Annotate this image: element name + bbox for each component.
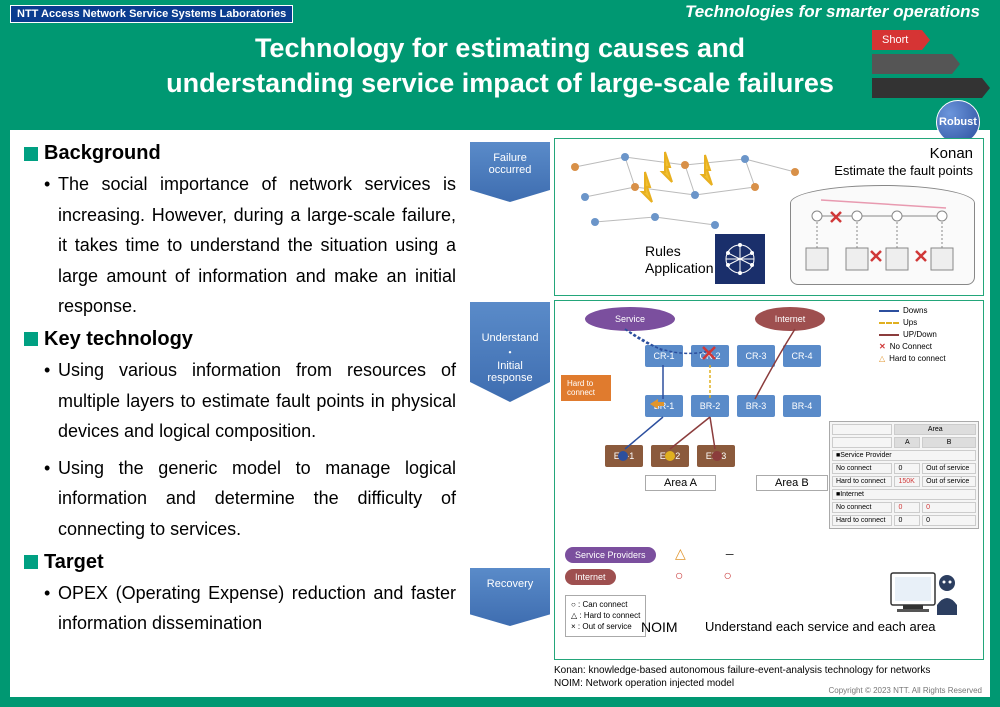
content: Background The social importance of netw…: [10, 130, 990, 697]
br-row: BR-1 BR-2 BR-3 BR-4: [645, 395, 821, 417]
cr-row: CR-1 CR-2 CR-3 CR-4: [645, 345, 821, 367]
ai-brain-icon: [715, 234, 765, 284]
keytech-bullet-2: Using the generic model to manage logica…: [44, 453, 456, 545]
node-er2: ER-2: [651, 445, 689, 467]
node-br3: BR-3: [737, 395, 775, 417]
understand-label: Understand each service and each area: [705, 619, 936, 634]
header: NTT Access Network Service Systems Labor…: [0, 0, 1000, 130]
tag-long: [872, 78, 990, 98]
tag-short: Short: [872, 30, 990, 50]
node-br1: BR-1: [645, 395, 683, 417]
flow-step-1: Failure occurred: [470, 142, 550, 202]
timeline-tags: Short: [872, 30, 990, 102]
node-br4: BR-4: [783, 395, 821, 417]
background-bullet-1: The social importance of network service…: [44, 169, 456, 322]
rules-label: RulesApplication: [645, 243, 714, 277]
target-heading: Target: [24, 551, 456, 574]
node-cr3: CR-3: [737, 345, 775, 367]
flow-step-2: Understand ・ Initial response: [470, 302, 550, 402]
right-column: Failure occurred Understand ・ Initial re…: [470, 130, 990, 697]
noim-panel: Service Providers Internet Hard to conne…: [554, 300, 984, 660]
operator-icon: [887, 565, 963, 621]
copyright: Copyright © 2023 NTT. All Rights Reserve…: [828, 686, 982, 695]
conn-symbols-row-1: △–: [675, 545, 774, 562]
estimate-label: Estimate the fault points: [834, 163, 973, 178]
area-a-label: Area A: [645, 475, 716, 491]
equipment-diagram: [790, 185, 975, 285]
node-br2: BR-2: [691, 395, 729, 417]
area-b-label: Area B: [756, 475, 828, 491]
konan-panel: Konan Estimate the fault points RulesApp…: [554, 138, 984, 296]
hard-to-connect-tag: Hard to connect: [561, 375, 611, 401]
lab-badge: NTT Access Network Service Systems Labor…: [10, 5, 293, 23]
network-mesh-icon: [565, 147, 805, 237]
konan-label: Konan: [930, 145, 973, 162]
node-er1: ER-1: [605, 445, 643, 467]
title-line-1: Technology for estimating causes and: [10, 31, 990, 66]
keytech-heading: Key technology: [24, 328, 456, 351]
node-cr2: CR-2: [691, 345, 729, 367]
symbol-legend: ○ : Can connect △ : Hard to connect × : …: [565, 595, 646, 637]
badge-row: Service Providers Internet: [565, 545, 656, 589]
area-labels: Area A Area B: [645, 475, 828, 491]
body: Background The social importance of netw…: [0, 130, 1000, 707]
node-cr1: CR-1: [645, 345, 683, 367]
page-title: Technology for estimating causes and und…: [10, 31, 990, 101]
background-heading: Background: [24, 142, 456, 165]
er-row: ER-1 ER-2 ER-3: [605, 445, 735, 467]
keytech-bullet-1: Using various information from resources…: [44, 355, 456, 447]
left-column: Background The social importance of netw…: [10, 130, 470, 697]
internet-cloud: Internet: [755, 307, 825, 331]
target-bullet-1: OPEX (Operating Expense) reduction and f…: [44, 578, 456, 639]
service-providers-cloud: Service Providers: [585, 307, 675, 331]
noim-label: NOIM: [641, 619, 678, 635]
status-table: Area AB ■Service Provider No connect0Out…: [829, 421, 979, 529]
internet-badge: Internet: [565, 569, 616, 585]
flow-step-3: Recovery: [470, 568, 550, 626]
line-legend: Downs Ups UP/Down ✕No Connect △Hard to c…: [879, 305, 979, 365]
conn-symbols-row-2: ○○: [675, 567, 772, 583]
header-tagline: Technologies for smarter operations: [685, 2, 980, 22]
sp-badge: Service Providers: [565, 547, 656, 563]
node-er3: ER-3: [697, 445, 735, 467]
title-line-2: understanding service impact of large-sc…: [10, 66, 990, 101]
tag-mid: [872, 54, 990, 74]
footnote-1: Konan: knowledge-based autonomous failur…: [554, 664, 930, 677]
node-cr4: CR-4: [783, 345, 821, 367]
